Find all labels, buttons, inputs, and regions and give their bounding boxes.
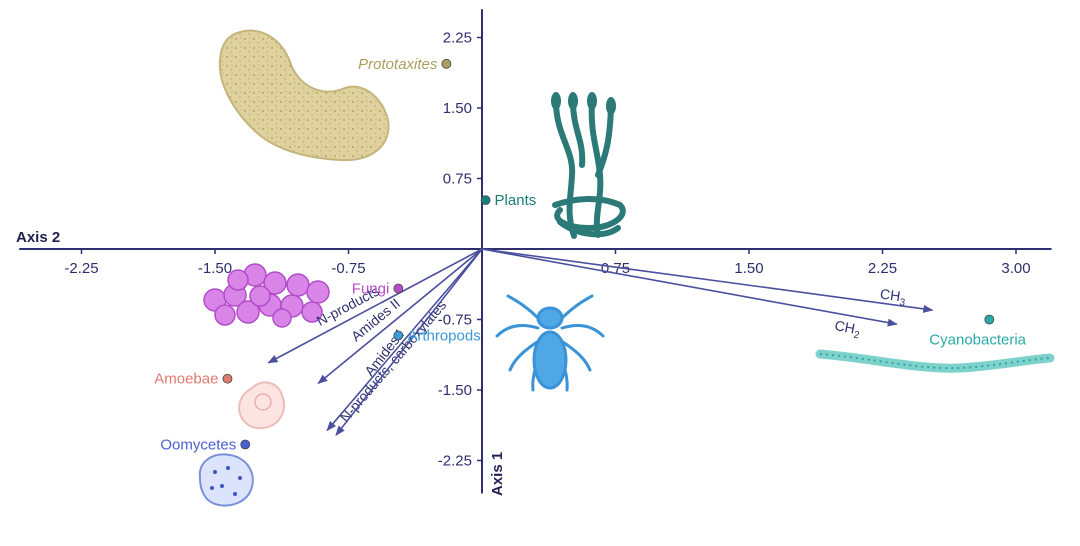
point-plants-label: Plants	[495, 192, 537, 209]
vector-label: CH3	[879, 285, 908, 308]
point-amoebae-marker	[222, 373, 233, 384]
x-tick-label: -1.50	[198, 260, 232, 277]
point-plants-marker	[480, 195, 491, 206]
vector-arrow	[481, 248, 898, 327]
x-tick-label: 1.50	[734, 260, 763, 277]
vector-label: N-products, carboxylates	[337, 297, 450, 425]
y-tick-label: 1.50	[443, 100, 472, 117]
point-oomycetes-label: Oomycetes	[160, 437, 236, 454]
y-tick-label: 2.25	[443, 30, 472, 47]
vector-arrow	[481, 248, 934, 313]
y-tick-label: -1.50	[438, 382, 472, 399]
cyanobacteria-illustration	[815, 349, 1055, 373]
vector-arrow	[335, 248, 483, 436]
point-fungi-label: Fungi	[352, 280, 390, 297]
vector-arrow	[326, 248, 483, 432]
x-tick-label: 0.75	[601, 260, 630, 277]
point-oomycetes-marker	[240, 439, 251, 450]
x-tick-label: -2.25	[64, 260, 98, 277]
x-tick-label: 2.25	[868, 260, 897, 277]
fungi-illustration	[203, 263, 330, 328]
vector-arrow	[267, 248, 483, 364]
axes	[19, 9, 1052, 494]
vector-label: CH2	[833, 317, 862, 341]
point-arthropods-label: Arthropods	[407, 327, 480, 344]
point-fungi-marker	[393, 283, 404, 294]
arthropod-illustration	[495, 294, 605, 392]
oomycete-illustration	[198, 453, 254, 507]
plants-illustration	[551, 92, 626, 239]
point-amoebae-label: Amoebae	[154, 371, 218, 388]
prototaxites-illustration	[218, 29, 390, 162]
y-axis-title: Axis 1	[489, 452, 506, 496]
point-arthropods-marker	[393, 330, 404, 341]
tick-labels: -2.25 -1.50 -0.75 0.75 1.50 2.25 3.00 2.25 1.50 0…	[64, 30, 1030, 470]
point-cyanobacteria-marker	[984, 314, 995, 325]
sample-points: Prototaxites Plants Fungi Arthropods Amoebae…	[154, 56, 1026, 454]
point-prototaxites-label: Prototaxites	[358, 56, 438, 73]
vector-arrow	[317, 248, 483, 385]
y-tick-label: -2.25	[438, 453, 472, 470]
point-prototaxites-marker	[441, 58, 452, 69]
y-tick-label: -0.75	[438, 312, 472, 329]
x-tick-label: -0.75	[331, 260, 365, 277]
y-tick-label: 0.75	[443, 171, 472, 188]
amoeba-illustration	[238, 381, 285, 430]
x-tick-label: 3.00	[1001, 260, 1030, 277]
point-cyanobacteria-label: Cyanobacteria	[929, 332, 1026, 349]
x-axis-title: Axis 2	[16, 229, 60, 246]
